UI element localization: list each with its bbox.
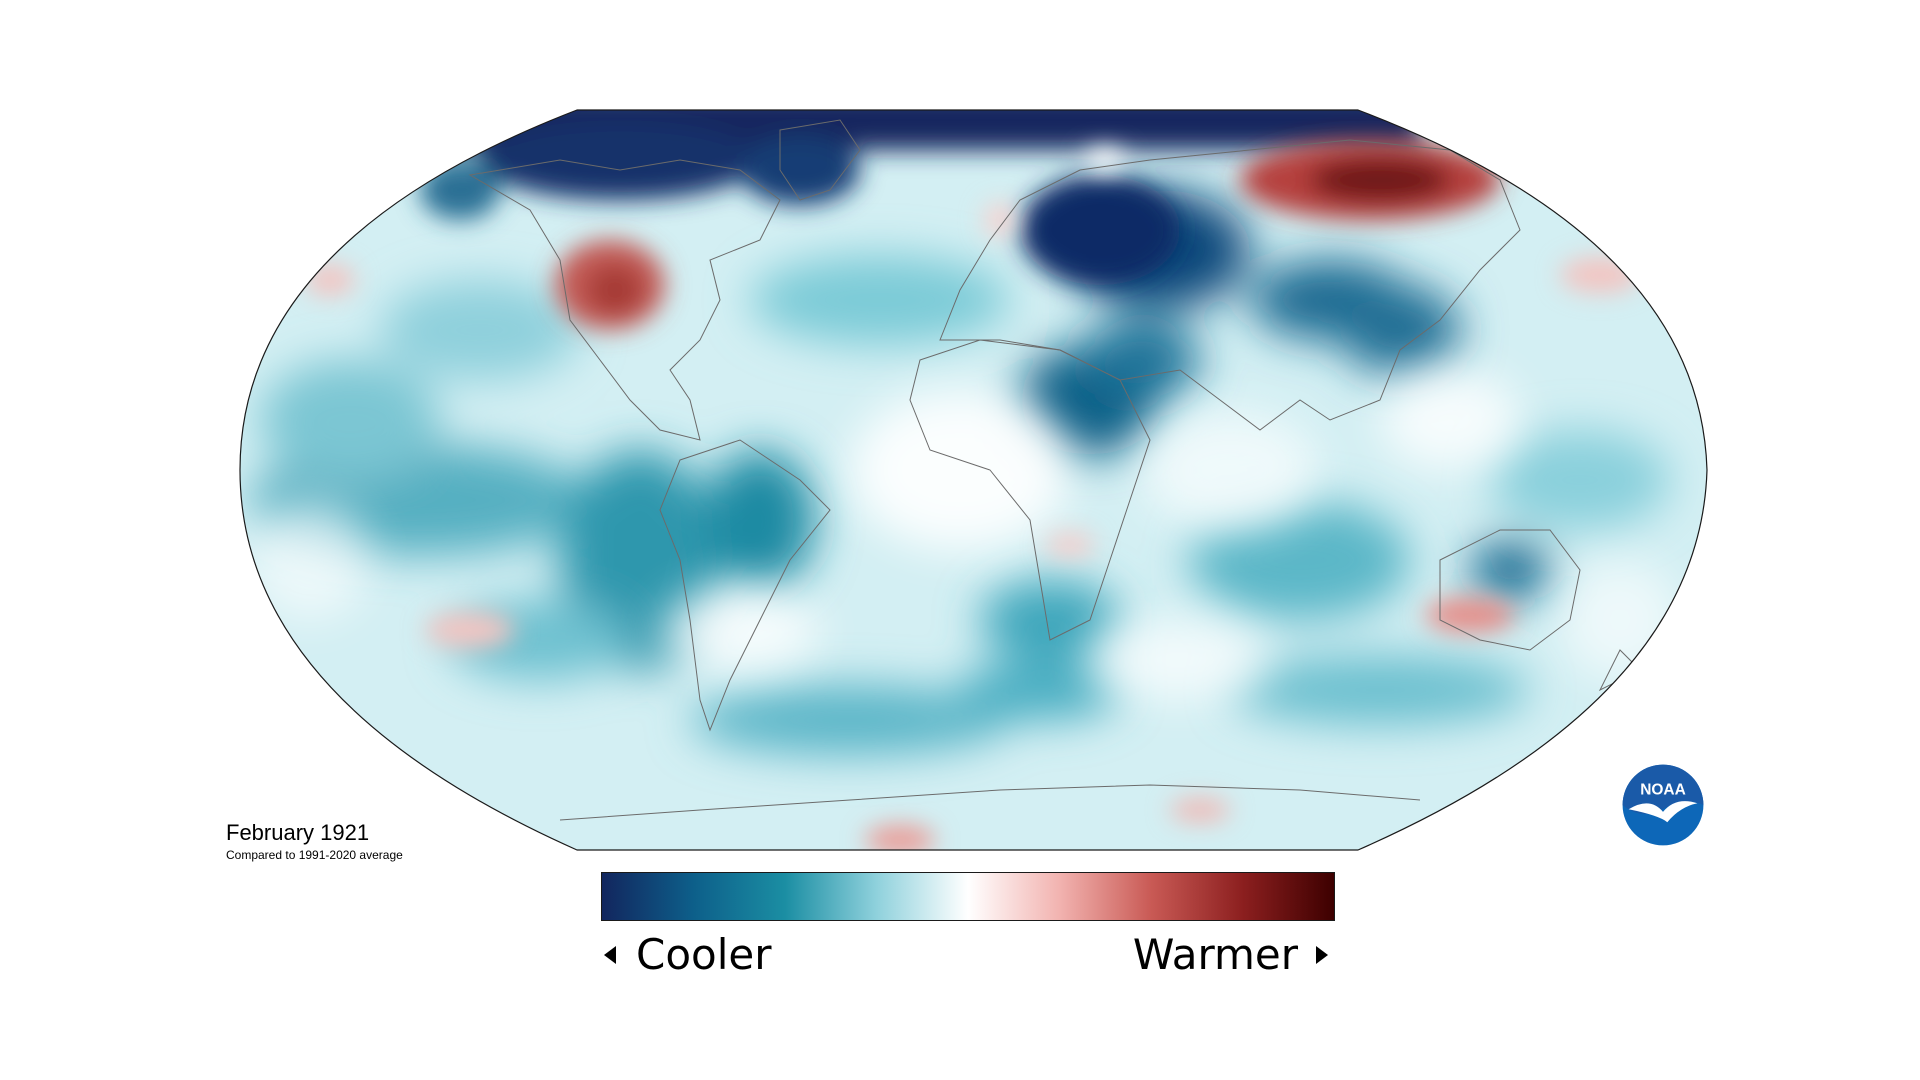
legend-right-label: Warmer: [1132, 930, 1298, 979]
australia-outline: [1439, 529, 1581, 651]
warm-anomaly-layer: [305, 140, 1640, 850]
cool-anomaly-layer: [250, 190, 1670, 755]
logo-text: NOAA: [1640, 782, 1686, 799]
right-arrow-icon: [1316, 946, 1328, 964]
noaa-logo: NOAA: [1620, 762, 1706, 848]
south-america-outline: [659, 439, 831, 732]
map-subtitle: Compared to 1991-2020 average: [226, 848, 403, 862]
anomaly-field: [240, 110, 1707, 850]
left-arrow-icon: [604, 946, 616, 964]
arctic-cool-layer: [420, 110, 1420, 285]
north-america-outline: [468, 159, 781, 441]
antarctica-outline: [559, 784, 1421, 821]
color-scale-bar: [601, 872, 1335, 921]
logo-bird-icon: [1628, 801, 1698, 823]
map-title: February 1921: [226, 820, 370, 845]
neutral-layer: [250, 370, 1680, 700]
legend-left-label: Cooler: [636, 930, 772, 979]
greenland-outline: [779, 119, 861, 201]
eurasia-outline: [939, 139, 1521, 431]
globe-border: [239, 109, 1708, 851]
